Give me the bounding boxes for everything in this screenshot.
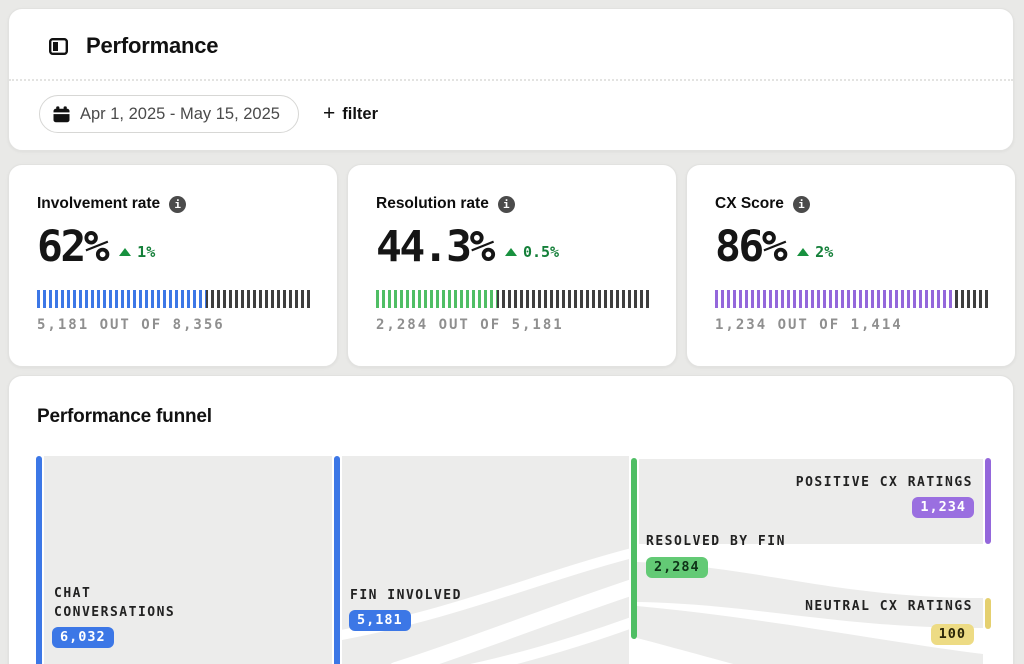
metric-card-resolution-rate: Resolution rate i 44.3% 0.5% 2,284 OUT O… bbox=[347, 164, 677, 367]
dashed-divider bbox=[9, 79, 1013, 81]
up-triangle-icon bbox=[504, 247, 517, 256]
add-filter-button[interactable]: + filter bbox=[322, 101, 378, 125]
stage-label-resolved-by-fin: RESOLVED BY FIN bbox=[646, 534, 786, 549]
metric-delta-value: 2% bbox=[815, 242, 834, 261]
page-title: Performance bbox=[86, 33, 219, 58]
stage-value-resolved-by-fin: 2,284 bbox=[646, 557, 708, 578]
metric-delta: 2% bbox=[797, 243, 833, 261]
metric-title: CX Score bbox=[715, 195, 784, 212]
metric-value-row: 62% 1% bbox=[9, 213, 337, 272]
progress-tickbar bbox=[37, 289, 310, 308]
stage-label-neutral-cx-ratings: NEUTRAL CX RATINGS bbox=[805, 599, 973, 614]
plus-icon: + bbox=[322, 101, 336, 125]
stage-label-chat-conversations: CHAT CONVERSATIONS bbox=[54, 586, 176, 620]
stage-value-chat-conversations: 6,032 bbox=[52, 627, 114, 648]
funnel-sankey-graphic bbox=[36, 456, 991, 664]
metric-value: 86% bbox=[715, 222, 788, 272]
performance-funnel-chart: CHAT CONVERSATIONS 6,032 FIN INVOLVED 5,… bbox=[36, 456, 992, 664]
tickbar-fill bbox=[715, 289, 954, 308]
tickbar-fill bbox=[376, 289, 497, 308]
funnel-title: Performance funnel bbox=[37, 406, 212, 427]
header-card: Performance Apr 1, 2025 - May 15, 2025 +… bbox=[8, 8, 1014, 151]
date-range-picker[interactable]: Apr 1, 2025 - May 15, 2025 bbox=[39, 95, 299, 133]
metric-title: Involvement rate bbox=[37, 195, 161, 212]
metric-title: Resolution rate bbox=[376, 195, 489, 212]
date-range-label: Apr 1, 2025 - May 15, 2025 bbox=[80, 104, 280, 123]
filter-row: Apr 1, 2025 - May 15, 2025 + filter bbox=[9, 81, 1013, 133]
metric-value: 44.3% bbox=[376, 222, 495, 272]
metric-head: CX Score i bbox=[687, 165, 1015, 213]
up-triangle-icon bbox=[797, 247, 810, 256]
panel-icon bbox=[49, 37, 68, 55]
metric-head: Resolution rate i bbox=[348, 165, 676, 213]
stage-value-fin-involved: 5,181 bbox=[349, 610, 411, 631]
up-triangle-icon bbox=[119, 247, 132, 256]
metric-caption: 5,181 OUT OF 8,356 bbox=[37, 316, 225, 333]
filter-button-label: filter bbox=[342, 104, 378, 123]
progress-tickbar bbox=[715, 289, 988, 308]
metric-delta: 1% bbox=[119, 243, 155, 261]
tickbar-fill bbox=[37, 289, 207, 308]
stage-label-positive-cx-ratings: POSITIVE CX RATINGS bbox=[795, 475, 973, 490]
metric-delta-value: 1% bbox=[137, 242, 156, 261]
metric-caption: 1,234 OUT OF 1,414 bbox=[715, 316, 903, 333]
funnel-card: Performance funnel bbox=[8, 375, 1014, 664]
info-icon[interactable]: i bbox=[169, 195, 187, 213]
metric-value-row: 44.3% 0.5% bbox=[348, 213, 676, 272]
stage-value-positive-cx-ratings: 1,234 bbox=[912, 497, 974, 518]
metric-delta: 0.5% bbox=[504, 242, 560, 261]
metric-value: 62% bbox=[37, 222, 110, 272]
metric-value-row: 86% 2% bbox=[687, 213, 1015, 272]
metric-card-cx-score: CX Score i 86% 2% 1,234 OUT OF 1,414 bbox=[686, 164, 1016, 367]
stage-value-neutral-cx-ratings: 100 bbox=[930, 624, 974, 645]
progress-tickbar bbox=[376, 289, 649, 308]
info-icon[interactable]: i bbox=[792, 195, 810, 213]
stage-label-fin-involved: FIN INVOLVED bbox=[350, 588, 462, 603]
metric-head: Involvement rate i bbox=[9, 165, 337, 213]
metric-caption: 2,284 OUT OF 5,181 bbox=[376, 316, 564, 333]
metric-delta-value: 0.5% bbox=[522, 242, 560, 261]
calendar-icon bbox=[53, 105, 70, 123]
title-row: Performance bbox=[9, 9, 1013, 79]
info-icon[interactable]: i bbox=[497, 195, 515, 213]
metric-card-involvement-rate: Involvement rate i 62% 1% 5,181 OUT OF 8… bbox=[8, 164, 338, 367]
